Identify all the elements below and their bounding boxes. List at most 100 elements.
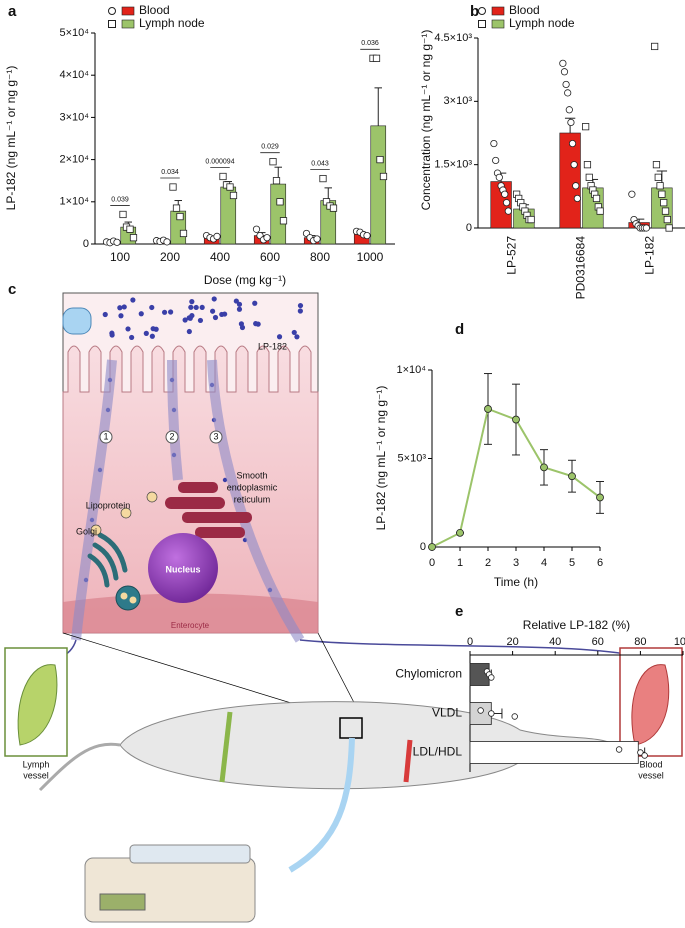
data-point (642, 224, 650, 232)
y-tick-label: 2×10⁴ (59, 154, 89, 166)
data-point (488, 710, 495, 717)
drug-dot (276, 334, 283, 340)
data-point (658, 190, 666, 198)
drug-dot (138, 311, 144, 317)
x-tick-label: 100 (110, 250, 130, 264)
bar (270, 183, 287, 245)
x-tick-label: LP-527 (505, 236, 519, 275)
x-tick-label: 40 (549, 636, 561, 648)
legend-label: Blood (509, 3, 540, 17)
data-point (363, 231, 371, 240)
data-point (379, 172, 388, 181)
drug-dot (121, 304, 127, 310)
label: Smooth (236, 470, 267, 480)
data-point (527, 215, 535, 224)
data-point (252, 225, 261, 233)
label: Nucleus (165, 564, 200, 574)
nucleus (148, 533, 218, 603)
data-point (484, 405, 492, 413)
data-point (559, 59, 567, 67)
drug-dot (222, 311, 228, 317)
drug-dot (199, 304, 205, 311)
infusion-tube (288, 737, 355, 873)
legend-swatch (491, 6, 505, 16)
drug-dot (193, 304, 199, 311)
p-value: 0.036 (361, 40, 379, 47)
x-tick-label: 200 (160, 250, 180, 264)
data-point (272, 177, 281, 185)
y-tick-label: 3×10³ (444, 95, 473, 107)
label: Blood (639, 759, 662, 769)
drug-dot (149, 333, 155, 339)
tail (38, 742, 121, 792)
drug-dot (182, 317, 188, 323)
data-point (488, 674, 495, 681)
legend-label: Lymph node (509, 16, 575, 30)
x-tick-label: 6 (597, 557, 603, 569)
illustration: c LP-182 1 2 3 Smooth endoplasmic (4, 281, 683, 923)
y-tick-label: 4×10⁴ (59, 69, 89, 81)
pump (84, 857, 256, 923)
y-tick-label: LDL/HDL (413, 745, 463, 759)
drug-dot (252, 300, 258, 306)
data-point (263, 234, 271, 242)
lymph-vessel (17, 664, 58, 746)
label: Lipoprotein (86, 500, 131, 510)
x-tick-label: 3 (513, 557, 519, 569)
data-point (219, 172, 227, 181)
legend-swatch (121, 19, 135, 29)
y-tick-label: 0 (83, 238, 89, 250)
lymph-tube (219, 711, 233, 783)
drug-dot (212, 314, 219, 321)
data-point (501, 190, 509, 198)
drug-dot (129, 334, 135, 341)
y-tick-label: Chylomicron (395, 667, 462, 681)
route-markers (99, 430, 223, 444)
data-point (596, 493, 604, 502)
data-point (568, 472, 576, 481)
x-tick-label: 0 (429, 557, 435, 569)
drug-dot (197, 317, 204, 324)
bar (370, 125, 387, 245)
lipoproteins (90, 491, 158, 536)
data-point (226, 183, 234, 191)
drug-dot (186, 328, 192, 335)
data-point (511, 713, 518, 720)
y-axis-title: Concentration (ng mL⁻¹ or ng g⁻¹) (419, 30, 433, 211)
legend-label: Blood (139, 3, 170, 17)
label: vessel (23, 770, 49, 780)
data-point (456, 528, 464, 537)
data-point (313, 235, 321, 243)
data-point (113, 238, 121, 246)
data-point (163, 238, 171, 246)
data-point (661, 207, 670, 215)
x-tick-label: 600 (260, 250, 280, 264)
data-point (372, 54, 381, 62)
drug-dots (83, 296, 304, 593)
data-point (568, 139, 577, 148)
drug-dot (143, 330, 149, 336)
data-point (562, 80, 570, 89)
er (165, 482, 252, 538)
y-tick-label: VLDL (432, 706, 462, 720)
y-tick-label: 5×10⁴ (59, 27, 89, 39)
drug-dot (109, 332, 115, 338)
y-tick-label: 0 (420, 541, 426, 553)
y-tick-label: 5×10³ (398, 452, 427, 464)
drug-dot (239, 324, 246, 331)
data-point (179, 229, 188, 238)
data-point (564, 89, 572, 97)
data-point (641, 752, 648, 759)
bar (469, 741, 639, 764)
x-axis-title: Time (h) (494, 575, 538, 589)
x-tick-label: 1 (457, 557, 463, 569)
legend-marker (478, 7, 486, 15)
drug-dot (161, 309, 168, 315)
data-point (572, 182, 580, 190)
drug-dot (118, 313, 124, 319)
syringe (129, 844, 251, 864)
panel-letter: d (455, 321, 464, 338)
data-point (504, 207, 512, 215)
legend-marker (478, 20, 486, 28)
data-point (176, 212, 184, 221)
